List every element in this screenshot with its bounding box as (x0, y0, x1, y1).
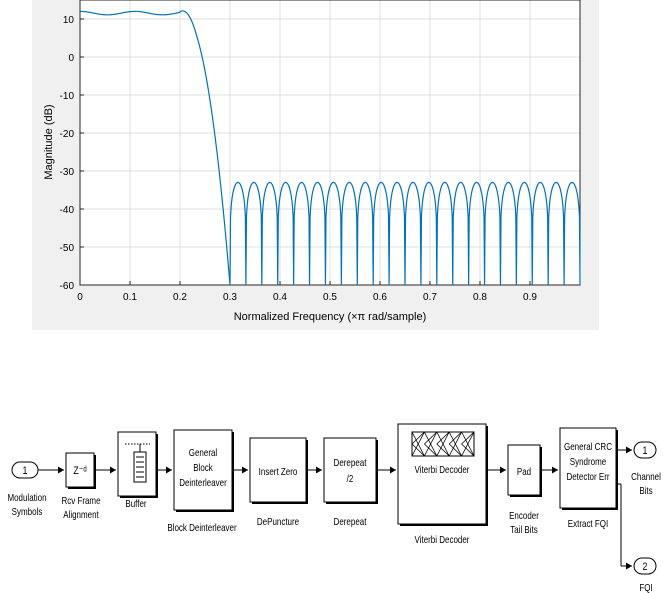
block-buffer[interactable]: Buffer (117, 431, 158, 509)
inport-number: 1 (23, 465, 28, 477)
outport-oval[interactable] (633, 557, 657, 575)
arrowhead (626, 562, 632, 570)
trellis-icon-line (436, 431, 450, 457)
trellis-icon-line (461, 443, 475, 457)
block-body[interactable] (323, 437, 377, 503)
inport-oval[interactable] (11, 461, 39, 479)
plot-frame (79, 0, 581, 286)
outport-label: FQI (639, 582, 652, 593)
block-inner-text: Insert Zero (259, 466, 298, 477)
y-tick-label: -30 (60, 167, 75, 178)
arrowhead (110, 466, 116, 474)
trellis-icon-line (424, 443, 438, 457)
block-inner-text: Viterbi Decoder (415, 464, 470, 475)
block-caption: Encoder (509, 510, 539, 521)
trellis-icon-line (461, 431, 475, 457)
x-tick-label: 0 (77, 292, 83, 303)
y-axis-label: Magnitude (dB) (43, 104, 55, 179)
block-inner-text: General CRC (564, 441, 612, 452)
y-tick-label: -50 (60, 243, 75, 254)
trellis-icon-line (411, 443, 425, 457)
trellis-icon-line (448, 443, 462, 457)
block-body[interactable] (559, 427, 617, 509)
x-tick-label: 0.2 (173, 292, 187, 303)
x-tick-label: 0.6 (373, 292, 387, 303)
block-caption: Buffer (125, 498, 146, 509)
delay-symbol: Z⁻ᵈ (73, 465, 87, 477)
x-tick-label: 0.7 (423, 292, 437, 303)
outport-label: Channel (631, 471, 661, 482)
trellis-icon-line (436, 443, 450, 457)
x-axis-label: Normalized Frequency (×π rad/sample) (234, 311, 427, 323)
trellis-icon-line (448, 431, 462, 457)
y-tick-label: 0 (68, 53, 74, 64)
outport-fqi[interactable]: 2 FQI (633, 557, 657, 593)
arrowhead (58, 466, 64, 474)
trellis-icon-line (461, 431, 475, 445)
block-inner-text: Detector Err (566, 471, 609, 482)
arrowhead (242, 466, 248, 474)
x-tick-label: 0.9 (523, 292, 537, 303)
block-caption: Block Deinterleaver (167, 522, 236, 533)
block-caption: Derepeat (334, 516, 367, 527)
block-caption: Viterbi Decoder (415, 534, 470, 545)
block-caption: DePuncture (257, 516, 299, 527)
arrowhead (626, 446, 632, 454)
x-tick-label: 0.5 (323, 292, 337, 303)
y-tick-label: -10 (60, 91, 75, 102)
y-tick-label: 10 (63, 15, 75, 26)
trellis-icon-line (411, 431, 425, 445)
arrowhead (390, 466, 396, 474)
block-caption: Rcv Frame (61, 495, 100, 506)
y-tick-label: -40 (60, 205, 75, 216)
x-tick-label: 0.8 (473, 292, 487, 303)
x-tick-label: 0.1 (123, 292, 137, 303)
y-tick-label: -60 (60, 281, 75, 292)
inport-label: Symbols (12, 506, 43, 517)
y-tick-label: -20 (60, 129, 75, 140)
outport-channel-bits[interactable]: 1 Channel Bits (631, 441, 661, 496)
block-caption: Tail Bits (510, 524, 538, 535)
block-inner-text: General (189, 447, 217, 458)
block-encoder-tail-bits[interactable]: Pad Encoder Tail Bits (507, 444, 542, 535)
block-inner-text: Syndrome (570, 456, 606, 467)
block-rcv-frame-alignment[interactable]: Z⁻ᵈ Rcv Frame Alignment (61, 452, 101, 520)
block-depuncture[interactable]: Insert Zero DePuncture (249, 437, 308, 527)
block-derepeat[interactable]: Derepeat/2 Derepeat (323, 437, 378, 527)
block-body[interactable] (65, 452, 95, 488)
block-caption: Alignment (63, 509, 99, 520)
x-tick-label: 0.3 (223, 292, 237, 303)
magnitude-response-line (80, 10, 581, 286)
trellis-icon-line (424, 431, 438, 445)
trellis-icon-line (448, 431, 462, 445)
arrowhead (552, 466, 558, 474)
trellis-icon-line (436, 431, 450, 445)
block-caption: Extract FQI (568, 518, 608, 529)
block-inner-text: Derepeat (334, 457, 367, 468)
trellis-icon-line (411, 431, 425, 457)
block-extract-fqi[interactable]: General CRC Syndrome Detector Err Extract F… (559, 427, 618, 529)
outport-oval[interactable] (633, 441, 657, 459)
outport-number: 2 (643, 561, 648, 573)
block-inner-text: Block (193, 462, 213, 473)
block-deinterleaver[interactable]: General Block Deinterleaver Block Deinterle… (167, 429, 237, 533)
inport-label: Modulation (7, 492, 46, 503)
block-inner-text: /2 (347, 473, 354, 484)
outport-number: 1 (643, 445, 648, 457)
x-tick-label: 0.4 (273, 292, 287, 303)
block-body[interactable] (507, 444, 541, 496)
block-viterbi-decoder[interactable]: Viterbi Decoder Viterbi Decoder (397, 423, 488, 545)
arrowhead (316, 466, 322, 474)
block-inner-text: Pad (517, 466, 531, 477)
magnitude-response-chart: 0 0.1 0.2 0.3 0.4 0.5 0.6 0.7 0.8 0.9 10 0 -10 -20 -30… (43, 0, 581, 323)
outport-label: Bits (639, 485, 653, 496)
block-inner-text: Deinterleaver (179, 477, 227, 488)
arrowhead (500, 466, 506, 474)
inport-modulation-symbols[interactable]: 1 Modulation Symbols (7, 461, 47, 517)
trellis-icon-line (424, 431, 438, 457)
arrowhead (166, 466, 172, 474)
